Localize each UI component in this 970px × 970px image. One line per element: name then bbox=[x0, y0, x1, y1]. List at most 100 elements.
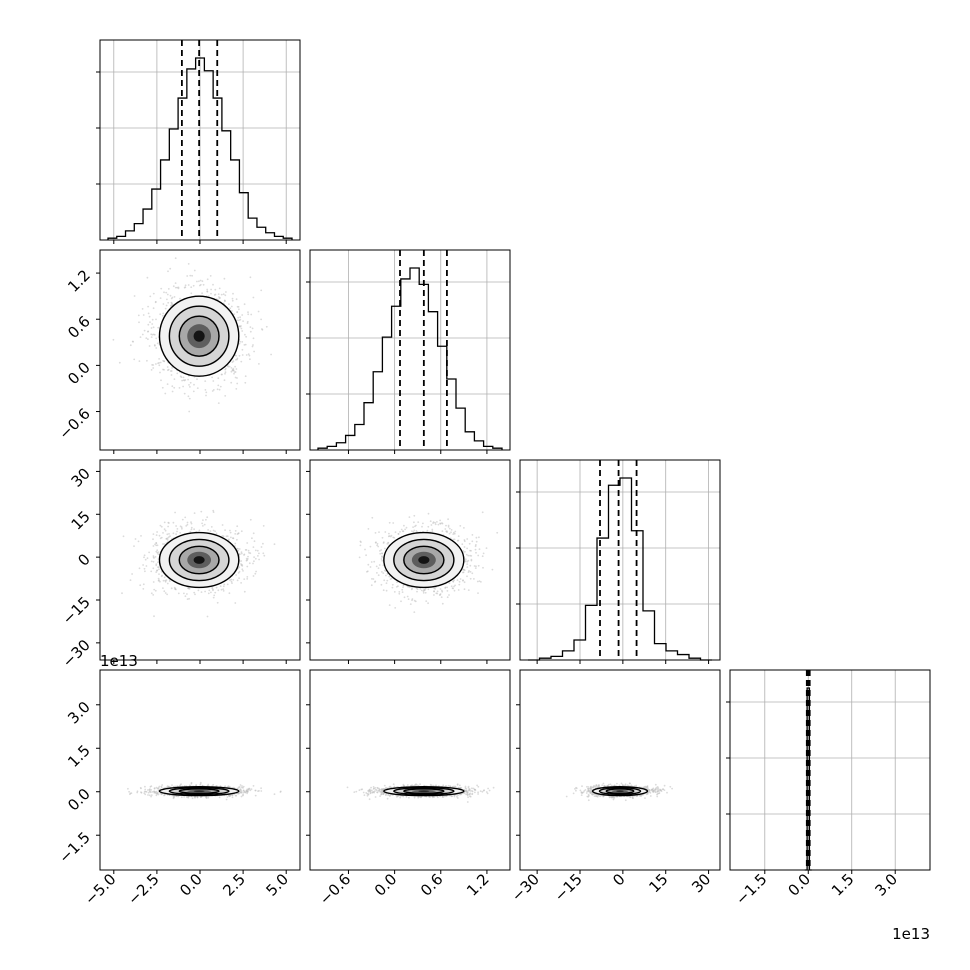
sample-point bbox=[381, 552, 384, 555]
sample-point bbox=[167, 525, 170, 528]
sample-point bbox=[209, 275, 212, 277]
sample-point bbox=[235, 354, 238, 357]
contour-line bbox=[383, 531, 465, 589]
sample-point bbox=[245, 335, 248, 338]
sample-point bbox=[413, 521, 415, 524]
sample-point bbox=[152, 326, 155, 329]
sample-point bbox=[390, 534, 393, 537]
sample-point bbox=[156, 551, 159, 554]
sample-point bbox=[262, 552, 265, 555]
sample-point bbox=[147, 789, 149, 791]
sample-point bbox=[139, 584, 142, 587]
sample-point bbox=[392, 522, 395, 524]
sample-point bbox=[161, 386, 164, 389]
sample-point bbox=[201, 522, 204, 525]
sample-point bbox=[166, 293, 169, 296]
sample-point bbox=[164, 307, 167, 310]
sample-point bbox=[457, 589, 460, 591]
sample-point bbox=[248, 562, 251, 565]
sample-point bbox=[234, 602, 237, 604]
sample-point bbox=[381, 556, 384, 558]
sample-point bbox=[164, 529, 167, 532]
sample-point bbox=[218, 388, 221, 391]
contour-line bbox=[158, 531, 240, 589]
sample-point bbox=[160, 525, 163, 528]
sample-point bbox=[377, 574, 380, 577]
sample-point bbox=[411, 530, 413, 532]
y-tick-label: −15 bbox=[59, 593, 94, 628]
sample-point bbox=[148, 794, 151, 797]
sample-point bbox=[475, 565, 477, 568]
sample-point bbox=[166, 539, 169, 541]
sample-point bbox=[380, 549, 383, 551]
sample-point bbox=[454, 530, 457, 533]
sample-point bbox=[187, 587, 190, 589]
sample-point bbox=[466, 560, 469, 563]
sample-point bbox=[134, 538, 137, 540]
sample-point bbox=[252, 532, 255, 535]
sample-point bbox=[152, 367, 155, 369]
sample-point bbox=[230, 580, 233, 583]
sample-point bbox=[160, 575, 163, 578]
y-tick-label: 1.2 bbox=[64, 266, 94, 296]
sample-point bbox=[204, 389, 207, 391]
sample-point bbox=[174, 257, 177, 260]
sample-point bbox=[237, 572, 240, 574]
sample-point bbox=[220, 588, 223, 591]
sample-point bbox=[192, 284, 195, 287]
sample-point bbox=[159, 371, 161, 374]
sample-point bbox=[225, 798, 228, 801]
sample-point bbox=[387, 541, 389, 544]
sample-point bbox=[263, 554, 266, 557]
sample-point bbox=[189, 530, 192, 533]
sample-point bbox=[206, 278, 209, 281]
sample-point bbox=[191, 274, 194, 277]
sample-point bbox=[184, 284, 187, 287]
sample-point bbox=[239, 318, 242, 321]
sample-point bbox=[159, 537, 162, 540]
sample-point bbox=[150, 333, 153, 336]
sample-point bbox=[206, 615, 209, 618]
sample-point bbox=[147, 791, 150, 794]
sample-point bbox=[137, 314, 140, 317]
sample-point bbox=[481, 555, 484, 558]
sample-point bbox=[247, 549, 250, 552]
sample-point bbox=[435, 592, 438, 595]
sample-point bbox=[216, 601, 219, 604]
sample-point bbox=[249, 358, 251, 361]
sample-point bbox=[219, 385, 222, 388]
sample-point bbox=[154, 543, 156, 546]
sample-point bbox=[254, 549, 257, 552]
density-panel-4-1: −5.0 −2.5 0.0 2.5 5.0−1.50.01.53.0 bbox=[55, 669, 301, 909]
sample-point bbox=[238, 325, 241, 328]
sample-point bbox=[166, 366, 169, 368]
density-level bbox=[193, 556, 205, 564]
sample-point bbox=[190, 286, 193, 289]
sample-point bbox=[252, 337, 255, 340]
sample-point bbox=[164, 392, 167, 395]
sample-point bbox=[229, 529, 231, 532]
sample-point bbox=[133, 358, 136, 361]
sample-point bbox=[167, 521, 170, 524]
sample-point bbox=[193, 512, 196, 514]
sample-point bbox=[226, 535, 229, 538]
sample-point bbox=[148, 551, 151, 554]
sample-point bbox=[224, 529, 227, 531]
sample-point bbox=[432, 522, 434, 524]
sample-point bbox=[228, 365, 231, 368]
sample-point bbox=[243, 303, 246, 306]
sample-point bbox=[153, 615, 155, 618]
sample-point bbox=[150, 794, 153, 796]
sample-point bbox=[147, 330, 149, 333]
sample-point bbox=[396, 581, 398, 583]
sample-point bbox=[241, 314, 244, 316]
sample-point bbox=[459, 578, 462, 580]
sample-point bbox=[467, 589, 470, 591]
sample-point bbox=[471, 540, 474, 543]
sample-point bbox=[415, 530, 418, 532]
sample-point bbox=[253, 540, 256, 543]
sample-point bbox=[439, 519, 441, 522]
sample-point bbox=[379, 550, 381, 552]
sample-point bbox=[234, 530, 237, 532]
sample-point bbox=[159, 361, 162, 364]
